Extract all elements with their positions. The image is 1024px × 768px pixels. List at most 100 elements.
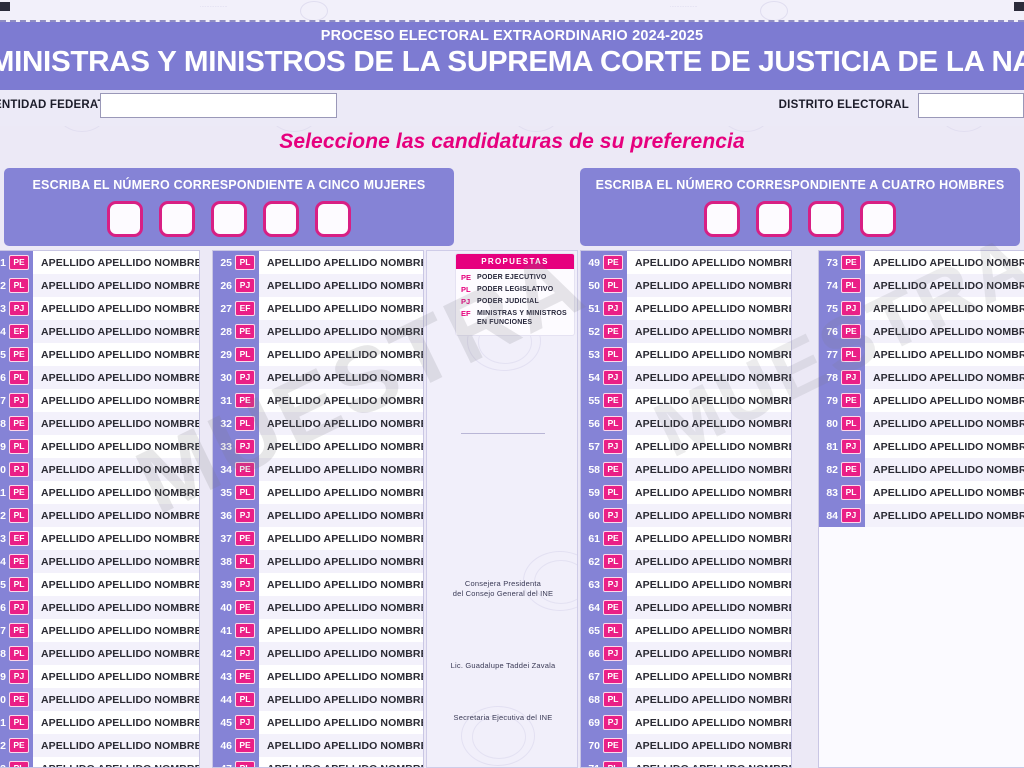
candidate-row[interactable]: 14PE APELLIDO APELLIDO NOMBRE NOMBRE [0, 550, 199, 573]
candidate-row[interactable]: 71PLAPELLIDO APELLIDO NOMBRE NOMBRE [581, 757, 791, 767]
candidate-row[interactable]: 13EF APELLIDO APELLIDO NOMBRE NOMBRE [0, 527, 199, 550]
distrito-electoral-input[interactable] [918, 93, 1024, 118]
candidate-row[interactable]: 15PL APELLIDO APELLIDO NOMBRE NOMBRE [0, 573, 199, 596]
candidate-row[interactable]: 3PJ APELLIDO APELLIDO NOMBRE NOMBRE [0, 297, 199, 320]
candidate-row[interactable]: 16PJ APELLIDO APELLIDO NOMBRE NOMBRE [0, 596, 199, 619]
candidate-row[interactable]: 12PL APELLIDO APELLIDO NOMBRE NOMBRE [0, 504, 199, 527]
candidate-branch-badge: PJ [841, 370, 861, 385]
candidate-row[interactable]: 2PL APELLIDO APELLIDO NOMBRE NOMBRE [0, 274, 199, 297]
candidate-row[interactable]: 1PE APELLIDO APELLIDO NOMBRE NOMBRE [0, 251, 199, 274]
candidate-row[interactable]: 23PLAPELLIDO APELLIDO NOMBRE NOMBRE [0, 757, 199, 767]
candidate-row[interactable]: 18PL APELLIDO APELLIDO NOMBRE NOMBRE [0, 642, 199, 665]
candidate-row[interactable]: 47PLAPELLIDO APELLIDO NOMBRE NOMBRE [213, 757, 423, 767]
candidate-row[interactable]: 17PE APELLIDO APELLIDO NOMBRE NOMBRE [0, 619, 199, 642]
women-number-box-4[interactable] [263, 201, 299, 237]
men-number-box-3[interactable] [808, 201, 844, 237]
candidate-row[interactable]: 11PE APELLIDO APELLIDO NOMBRE NOMBRE [0, 481, 199, 504]
propuestas-legend-item: PL PODER LEGISLATIVO [461, 285, 570, 294]
candidate-row[interactable]: 22PE APELLIDO APELLIDO NOMBRE NOMBRE [0, 734, 199, 757]
men-number-box-2[interactable] [756, 201, 792, 237]
candidate-row[interactable]: 4EF APELLIDO APELLIDO NOMBRE NOMBRE [0, 320, 199, 343]
women-number-box-1[interactable] [107, 201, 143, 237]
candidate-number: 78 [826, 371, 838, 384]
candidate-row[interactable]: 21PL APELLIDO APELLIDO NOMBRE NOMBRE [0, 711, 199, 734]
candidate-row[interactable]: 20PE APELLIDO APELLIDO NOMBRE NOMBRE [0, 688, 199, 711]
men-number-box-1[interactable] [704, 201, 740, 237]
candidate-row[interactable]: 6PL APELLIDO APELLIDO NOMBRE NOMBRE [0, 366, 199, 389]
candidate-row[interactable]: 9PL APELLIDO APELLIDO NOMBRE NOMBRE [0, 435, 199, 458]
candidate-row[interactable]: 7PJ APELLIDO APELLIDO NOMBRE NOMBRE [0, 389, 199, 412]
candidate-number-cell: 13EF [0, 527, 33, 550]
candidate-number: 25 [220, 256, 232, 269]
women-number-box-2[interactable] [159, 201, 195, 237]
men-number-box-4[interactable] [860, 201, 896, 237]
candidate-name: APELLIDO APELLIDO NOMBRE NOMBRE [873, 302, 1024, 315]
candidate-row[interactable]: 10PJ APELLIDO APELLIDO NOMBRE NOMBRE [0, 458, 199, 481]
entidad-federativa-input[interactable] [100, 93, 337, 118]
candidate-row[interactable]: 8PE APELLIDO APELLIDO NOMBRE NOMBRE [0, 412, 199, 435]
stub-microtext: ················· [670, 4, 698, 9]
women-number-box-5[interactable] [315, 201, 351, 237]
women-number-box-3[interactable] [211, 201, 247, 237]
candidate-row[interactable]: 5PE APELLIDO APELLIDO NOMBRE NOMBRE [0, 343, 199, 366]
candidate-row[interactable]: 19PJ APELLIDO APELLIDO NOMBRE NOMBRE [0, 665, 199, 688]
candidate-name: APELLIDO APELLIDO NOMBRE NOMBRE [873, 371, 1024, 384]
